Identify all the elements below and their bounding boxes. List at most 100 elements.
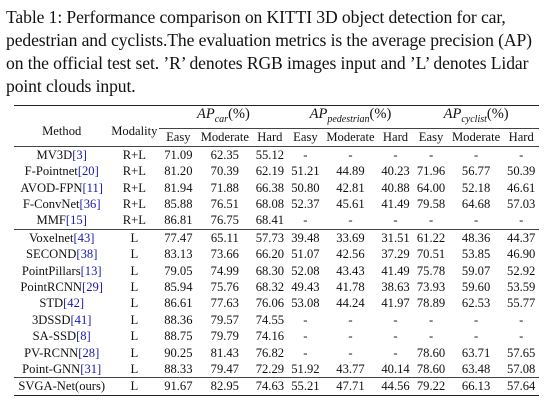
value-cell: 68.41: [255, 213, 285, 228]
value-cell: 41.49: [381, 196, 410, 211]
value-cell: 78.60: [416, 361, 446, 376]
method-name: Point-GNN: [22, 361, 81, 376]
value-cell: 44.37: [503, 228, 539, 247]
value-cell: 43.43: [336, 263, 365, 278]
value-cell: 44.56: [377, 377, 414, 396]
citation-link[interactable]: [11]: [82, 180, 103, 195]
value-cell: 55.21: [287, 377, 324, 396]
value-cell: -: [474, 213, 479, 228]
value-cell: -: [474, 329, 479, 344]
value-cell: 76.51: [210, 196, 239, 211]
table-row: PointRCNN[29] L 85.94 75.76 68.32 49.43 41.78 3…: [14, 279, 539, 295]
value-cell: -: [428, 213, 434, 228]
value-cell: 59.60: [461, 279, 491, 294]
value-cell: -: [303, 345, 308, 360]
value-cell: 62.19: [255, 164, 285, 179]
value-cell: 41.97: [381, 296, 410, 311]
value-cell: -: [503, 145, 539, 164]
value-cell: 50.39: [507, 164, 536, 179]
value-cell: 41.49: [381, 263, 410, 278]
value-cell: -: [348, 329, 353, 344]
value-cell: 64.68: [461, 196, 491, 211]
value-cell: 49.43: [291, 279, 320, 294]
citation-link[interactable]: [31]: [80, 361, 102, 376]
method-name: MV3D: [36, 147, 73, 162]
value-cell: 66.20: [255, 247, 285, 262]
value-cell: 56.77: [461, 164, 491, 179]
value-cell: 40.14: [381, 361, 410, 376]
value-cell: 57.64: [503, 377, 539, 396]
subcol-cyc-moderate: Moderate: [451, 130, 501, 145]
citation-link[interactable]: [13]: [80, 263, 102, 278]
table-row: PointPillars[13] L 79.05 74.99 68.30 52.08 43.…: [14, 263, 539, 279]
value-cell: 53.08: [291, 296, 320, 311]
subcol-ped-easy: Easy: [293, 130, 318, 145]
method-name: MMF: [36, 213, 66, 228]
value-cell: 73.66: [210, 247, 239, 262]
value-cell: -: [303, 213, 308, 228]
value-cell: 42.81: [336, 180, 365, 195]
modality-cell: L: [130, 247, 139, 262]
method-cell: STD[42]: [14, 295, 109, 311]
value-cell: 43.77: [336, 361, 365, 376]
citation-link[interactable]: [43]: [73, 230, 95, 245]
citation-link[interactable]: [20]: [77, 164, 99, 179]
value-cell: 44.24: [336, 296, 365, 311]
value-cell: 42.56: [336, 247, 365, 262]
value-cell: 71.88: [210, 180, 239, 195]
citation-link[interactable]: [36]: [79, 196, 101, 211]
method-name: AVOD-FPN: [20, 180, 83, 195]
value-cell: 53.59: [507, 279, 536, 294]
value-cell: 71.96: [416, 164, 446, 179]
value-cell: 51.07: [291, 247, 320, 262]
value-cell: 82.95: [197, 377, 253, 396]
modality-cell: L: [130, 361, 139, 376]
method-name: SVGA-Net(ours): [14, 377, 110, 396]
value-cell: 73.93: [416, 279, 446, 294]
ours-section: SVGA-Net(ours) L 91.67 82.95 74.63 55.21 47.71…: [14, 377, 539, 396]
value-cell: -: [303, 329, 308, 344]
value-cell: 79.05: [164, 263, 193, 278]
citation-link[interactable]: [3]: [72, 147, 87, 162]
citation-link[interactable]: [15]: [65, 213, 87, 228]
value-cell: -: [428, 312, 434, 327]
value-cell: 72.29: [255, 361, 285, 376]
value-cell: 81.20: [164, 164, 193, 179]
value-cell: -: [519, 213, 524, 228]
citation-link[interactable]: [38]: [76, 247, 98, 262]
value-cell: 79.22: [413, 377, 449, 396]
value-cell: 62.53: [461, 296, 491, 311]
value-cell: 76.82: [255, 345, 285, 360]
citation-link[interactable]: [41]: [70, 312, 92, 327]
method-name: SECOND: [26, 247, 77, 262]
value-cell: 74.16: [255, 329, 285, 344]
value-cell: 57.65: [507, 345, 536, 360]
header-group-row: Method Modality APcar(%) APpedestrian(%)…: [14, 104, 539, 147]
citation-link[interactable]: [8]: [76, 329, 91, 344]
table-row: MMF[15] R+L 86.81 76.75 68.41 - - - - - -: [14, 212, 539, 229]
value-cell: 63.48: [461, 361, 491, 376]
value-cell: 71.09: [159, 145, 198, 164]
table-row: PV-RCNN[28] L 90.25 81.43 76.82 - - - 78.60 63.71…: [14, 345, 539, 361]
value-cell: 75.78: [416, 263, 446, 278]
value-cell: -: [519, 329, 524, 344]
citation-link[interactable]: [42]: [63, 296, 85, 311]
value-cell: -: [393, 213, 398, 228]
value-cell: 48.36: [448, 228, 504, 247]
value-cell: 55.12: [252, 145, 288, 164]
value-cell: 41.78: [336, 279, 365, 294]
value-cell: -: [448, 145, 504, 164]
method-name: F-ConvNet: [22, 196, 80, 211]
citation-link[interactable]: [29]: [82, 279, 103, 294]
value-cell: 78.60: [416, 345, 446, 360]
value-cell: 81.43: [210, 345, 239, 360]
value-cell: 76.06: [255, 296, 285, 311]
method-name: PV-RCNN: [24, 345, 79, 360]
value-cell: 52.08: [291, 263, 320, 278]
modality-cell: L: [130, 279, 139, 294]
subcol-car-moderate: Moderate: [200, 130, 249, 145]
citation-link[interactable]: [28]: [78, 345, 100, 360]
results-table: Method Modality APcar(%) APpedestrian(%)…: [14, 104, 539, 396]
value-cell: 37.29: [381, 247, 410, 262]
value-cell: 57.03: [507, 196, 536, 211]
